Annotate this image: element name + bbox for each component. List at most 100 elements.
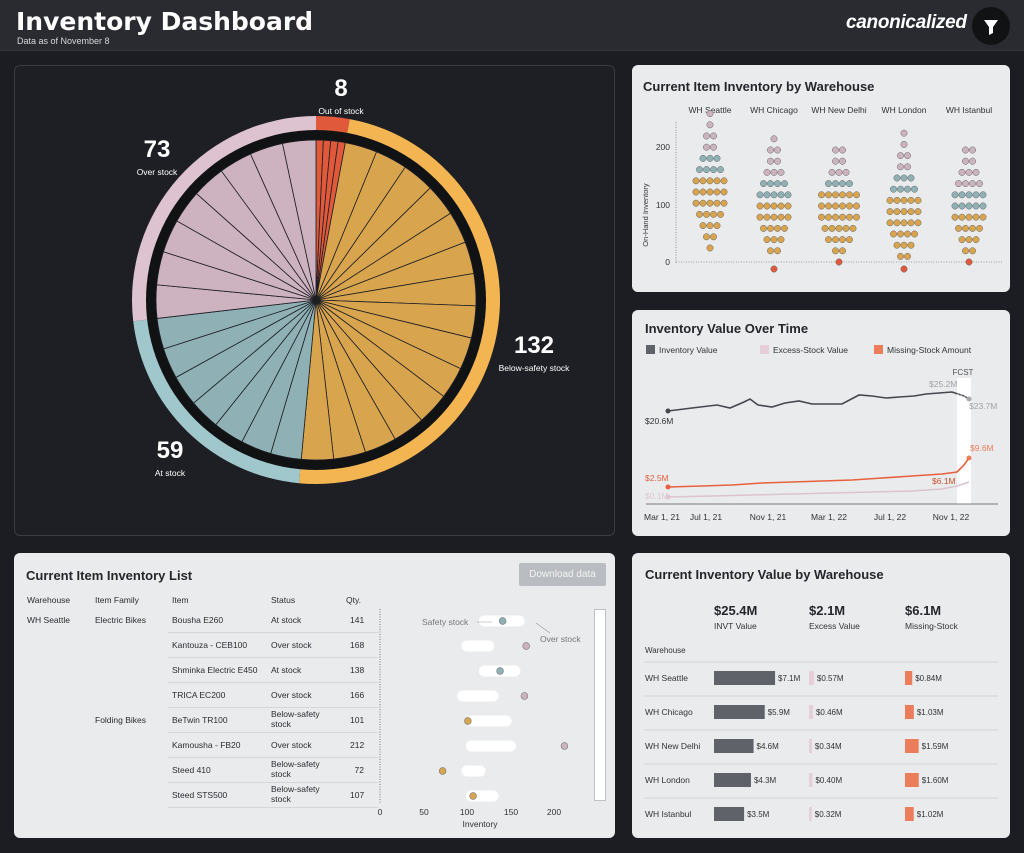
- swarm-dot-below: [893, 219, 901, 227]
- miss-start-point: [665, 484, 671, 490]
- inventory-by-warehouse-panel: Current Item Inventory by Warehouse On-H…: [632, 65, 1010, 292]
- total-invt-value: $25.4M: [714, 603, 757, 618]
- swarm-dot-at: [979, 191, 987, 199]
- swarm-dot-at: [777, 191, 785, 199]
- swarm-dot-over: [763, 168, 771, 176]
- dot-x-tick-150: 150: [504, 807, 518, 817]
- swarm-dot-below: [717, 210, 724, 218]
- swarm-dot-over: [828, 168, 836, 176]
- swarm-dot-out: [770, 265, 778, 273]
- wh-label-chicago: WH Chicago: [750, 105, 798, 115]
- swarm-dot-below: [770, 202, 778, 210]
- swarm-dot-at: [770, 191, 778, 199]
- pie-slices: [155, 139, 477, 461]
- swarm-dot-below: [781, 224, 788, 232]
- swarm-dot-below: [900, 208, 908, 216]
- swarm-dot-below: [699, 199, 707, 207]
- miss-end-label: $9.6M: [970, 443, 994, 453]
- at-stock-label: At stock: [155, 468, 186, 478]
- y-tick-0: 0: [665, 257, 670, 267]
- inventory-dot: [496, 667, 504, 675]
- swarm-dot-below: [692, 177, 700, 185]
- swarm-dot-at: [907, 174, 915, 182]
- row-qty: 141: [350, 615, 365, 625]
- at-stock-count: 59: [157, 437, 184, 464]
- swarm-dot-over: [962, 146, 969, 154]
- inv-start-label: $20.6M: [645, 416, 673, 426]
- col-item-family: Item Family: [95, 595, 139, 605]
- forecast-band: [957, 378, 971, 504]
- swarm-dot-over: [962, 157, 969, 165]
- miss-end-point: [966, 455, 972, 461]
- swarm-dot-at: [951, 202, 959, 210]
- row-qty: 138: [350, 665, 365, 675]
- swarm-dot-over: [835, 168, 843, 176]
- swarm-dot-over: [832, 157, 839, 165]
- row-qty: 168: [350, 640, 365, 650]
- row-divider: [168, 757, 378, 758]
- swarm-dot-below: [703, 233, 710, 241]
- y-tick-200: 200: [656, 142, 670, 152]
- swarm-dot-below: [784, 202, 792, 210]
- swarm-dot-below: [756, 213, 764, 221]
- inv-peak-label: $25.2M: [929, 379, 957, 389]
- download-data-button[interactable]: Download data: [519, 563, 606, 586]
- row-divider: [168, 707, 378, 708]
- swarm-dot-below: [955, 224, 962, 232]
- total-excess-label: Excess Value: [809, 621, 860, 631]
- filter-button[interactable]: [972, 7, 1010, 45]
- swarm-dot-below: [706, 222, 714, 230]
- missing-bar-label: $1.60M: [922, 776, 949, 785]
- value-chart-title: Inventory Value Over Time: [645, 321, 809, 336]
- swarm-dot-below: [972, 236, 980, 244]
- row-item-family: Electric Bikes: [95, 615, 147, 625]
- row-status: Below-safety stock: [271, 759, 320, 779]
- stock-status-panel: 8 Out of stock 132 Below-safety stock 59…: [14, 65, 615, 536]
- row-qty: 101: [350, 715, 365, 725]
- swarm-dot-below: [914, 196, 922, 204]
- swarm-dot-over: [962, 180, 969, 188]
- swarm-dot-below: [962, 224, 969, 232]
- row-header-warehouse: Warehouse: [645, 646, 686, 655]
- swarm-dot-below: [818, 202, 825, 210]
- swarm-dot-at: [832, 180, 839, 188]
- missing-bar-label: $1.59M: [922, 742, 949, 751]
- row-divider: [168, 807, 378, 808]
- excess-bar: [809, 773, 813, 787]
- value-by-wh-title: Current Inventory Value by Warehouse: [645, 567, 884, 582]
- wh-label-new-delhi: WH New Delhi: [811, 105, 866, 115]
- missing-bar-label: $1.03M: [917, 708, 944, 717]
- swarm-dot-over: [972, 168, 980, 176]
- value-row-name: WH London: [645, 775, 690, 785]
- swarm-dot-at: [784, 191, 792, 199]
- swarm-dot-below: [818, 213, 825, 221]
- swarm-dot-below: [897, 252, 904, 260]
- swarm-dot-at: [703, 166, 710, 174]
- out-of-stock-count: 8: [334, 75, 347, 102]
- row-divider: [168, 782, 378, 783]
- swarm-dot-at: [839, 180, 846, 188]
- swarm-dot-at: [951, 191, 959, 199]
- over-stock-annotation: Over stock: [540, 634, 581, 644]
- value-line-chart: Inventory Value Excess-Stock Value Missi…: [644, 345, 998, 522]
- swarm-dot-below: [770, 236, 778, 244]
- swarm-dot-at: [710, 166, 717, 174]
- miss-start-label: $2.5M: [645, 473, 669, 483]
- list-scrollbar[interactable]: [594, 609, 606, 801]
- swarm-dot-over: [976, 180, 983, 188]
- swarm-dot-below: [767, 224, 774, 232]
- swarm-dot-at: [900, 174, 908, 182]
- legend-missing: Missing-Stock Amount: [887, 345, 972, 355]
- invt-bar: [714, 739, 754, 753]
- swarm-dot-below: [828, 224, 836, 232]
- data-date: Data as of November 8: [17, 36, 110, 46]
- row-divider: [168, 632, 378, 633]
- swarm-dot-below: [893, 208, 901, 216]
- inventory-dot: [498, 617, 507, 625]
- swarm-dot-below: [699, 177, 707, 185]
- swarm-dot-over: [703, 132, 710, 140]
- row-qty: 72: [354, 765, 364, 775]
- invt-bar-label: $4.3M: [754, 776, 777, 785]
- swarm-dot-below: [904, 230, 911, 238]
- swarm-dot-at: [706, 154, 714, 162]
